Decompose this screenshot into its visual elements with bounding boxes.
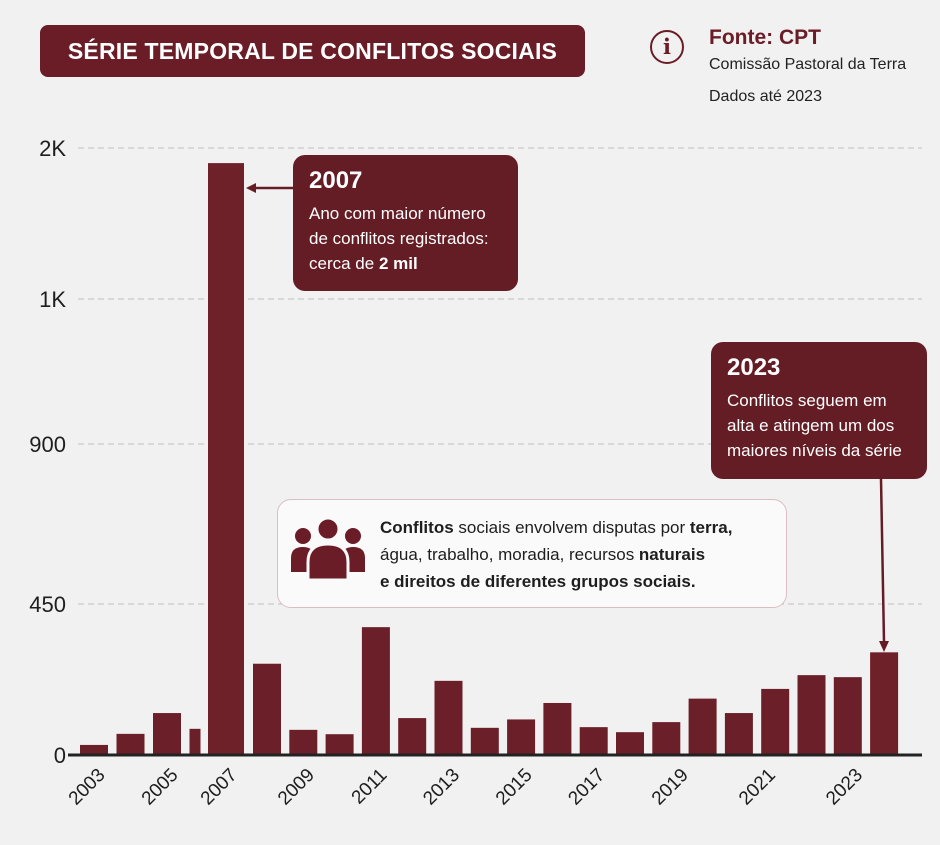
x-tick-label: 2003 (65, 765, 110, 810)
x-tick-label: 2023 (822, 765, 867, 810)
callout-2023: 2023 Conflitos seguem em alta e atingem u… (711, 342, 927, 479)
x-tick-label: 2013 (419, 765, 464, 810)
x-tick-label: 2015 (492, 765, 537, 810)
callout-year: 2007 (309, 167, 363, 194)
y-tick-label: 1K (39, 287, 66, 312)
callout-line: maiores níveis da série (727, 441, 902, 460)
bar (507, 719, 536, 755)
bar (652, 722, 681, 755)
arrowhead-2023 (879, 641, 889, 652)
x-tick-label: 2011 (348, 765, 392, 809)
arrowhead-2007 (246, 183, 256, 193)
bar (870, 652, 899, 755)
bar (253, 663, 281, 755)
bar (543, 702, 572, 755)
y-tick-label: 900 (29, 432, 66, 457)
note-bold: naturais (638, 545, 706, 564)
bar (80, 744, 108, 755)
data-until: Dados até 2023 (709, 88, 822, 105)
x-tick-label: 2005 (138, 765, 183, 810)
callout-line: cerca de (309, 254, 379, 273)
bar (189, 728, 201, 755)
info-icon: i (650, 30, 684, 64)
bar (208, 163, 244, 756)
bar (434, 680, 463, 755)
x-tick-label: 2019 (648, 765, 693, 810)
bar (398, 718, 427, 755)
chart-title: SÉRIE TEMPORAL DE CONFLITOS SOCIAIS (40, 25, 585, 77)
source-title: Fonte: CPT (709, 26, 821, 49)
y-tick-label: 0 (54, 743, 66, 768)
bar (116, 733, 145, 755)
x-tick-label: 2021 (735, 765, 780, 810)
y-tick-label: 450 (29, 592, 66, 617)
bar (616, 732, 644, 755)
source-name: Comissão Pastoral da Terra (709, 56, 907, 73)
note-span: água, trabalho, moradia, recursos (380, 545, 639, 564)
x-tick-label: 2017 (564, 765, 609, 810)
x-tick-label: 2007 (197, 765, 242, 810)
callout-highlight: 2 mil (378, 254, 418, 273)
bar (761, 688, 790, 755)
bar (325, 734, 354, 755)
callout-line: Conflitos seguem em (727, 391, 887, 410)
bar (579, 727, 608, 755)
note-text: Conflitos sociais envolvem disputas por … (380, 514, 732, 595)
bar (797, 675, 826, 755)
note-bold: e direitos de diferentes grupos sociais. (380, 572, 696, 591)
callout-2007: 2007 Ano com maior número de conflitos re… (293, 155, 518, 291)
bar (688, 698, 717, 755)
definition-note: Conflitos sociais envolvem disputas por … (277, 499, 787, 608)
note-span: sociais envolvem disputas por (453, 518, 690, 537)
note-bold: terra, (689, 518, 733, 537)
note-bold: Conflitos (380, 518, 454, 537)
bar (361, 627, 390, 755)
arrow-2023 (879, 478, 886, 643)
callout-line: Ano com maior número (309, 204, 486, 223)
callout-line: de conflitos registrados: (309, 229, 489, 248)
bar (289, 729, 318, 755)
bar (724, 713, 753, 755)
y-tick-label: 2K (39, 136, 66, 161)
bar (833, 677, 862, 755)
callout-line: alta e atingem um dos (727, 416, 895, 435)
people-icon (291, 516, 365, 582)
callout-year: 2023 (727, 354, 781, 381)
bar (153, 713, 181, 755)
x-tick-label: 2009 (274, 765, 319, 810)
bar (470, 727, 499, 755)
